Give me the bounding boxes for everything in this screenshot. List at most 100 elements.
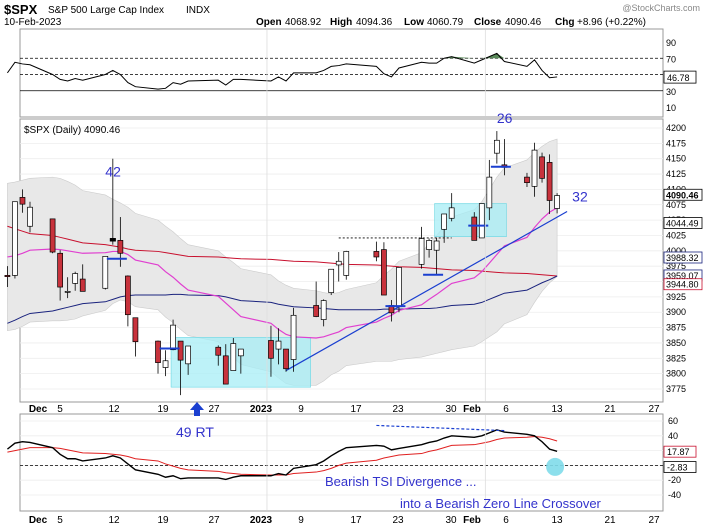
- price-axis-label: 4200: [666, 123, 686, 133]
- rsi-overbought-fill: [7, 53, 558, 59]
- count-annotation: 42: [105, 164, 121, 180]
- candle-body: [478, 203, 485, 239]
- tsi-x-axis-label: 6: [503, 515, 509, 525]
- price-tag: [663, 251, 703, 264]
- candle-body: [79, 278, 86, 292]
- candle-body: [102, 256, 109, 289]
- close-label: Close: [474, 17, 502, 28]
- candle-body: [4, 275, 11, 277]
- tsi-x-axis-label: 21: [604, 515, 616, 525]
- price-x-axis-label: 5: [57, 404, 63, 415]
- rt-annotation: 49 RT: [176, 424, 214, 440]
- price-x-axis-label: 30: [445, 404, 457, 415]
- candle-body: [12, 201, 18, 276]
- price-axis-label: 3825: [666, 353, 686, 363]
- candle-body: [283, 348, 289, 370]
- price-x-axis-label: 23: [392, 404, 404, 415]
- candle-body: [396, 267, 402, 308]
- price-tag: [663, 217, 703, 229]
- price-axis-label: 3975: [666, 261, 686, 271]
- candle-body: [177, 340, 184, 361]
- ticker-symbol: $SPX: [4, 2, 38, 17]
- candle-body: [155, 340, 161, 363]
- price-x-axis-label: 19: [157, 404, 169, 415]
- sma200-line: [7, 225, 558, 277]
- rsi-panel: [19, 28, 664, 118]
- candle-body: [531, 149, 538, 187]
- price-tag: [663, 278, 703, 291]
- low-value: 4060.79: [427, 17, 464, 28]
- candle-body: [381, 249, 387, 296]
- tsi-tag-text: -2.83: [667, 462, 688, 472]
- tsi-annotation-crossover: into a Bearish Zero Line Crossover: [400, 496, 602, 511]
- open-label: Open: [256, 17, 282, 28]
- price-axis-label: 3925: [666, 292, 686, 302]
- tsi-x-axis-label: 30: [445, 515, 457, 525]
- rsi-axis-label: 90: [666, 38, 676, 48]
- price-x-axis-label: 6: [503, 404, 509, 415]
- candle-body: [554, 195, 560, 209]
- tsi-tag-text: 17.87: [667, 447, 690, 457]
- candle-body: [494, 139, 500, 154]
- price-axis-label: 3900: [666, 307, 686, 317]
- reversal-candle: [109, 238, 116, 242]
- candle-body: [433, 240, 440, 251]
- rsi-axis-label: 70: [666, 54, 676, 64]
- tsi-tag: [663, 445, 697, 458]
- tsi-axis-label: -20: [668, 475, 681, 485]
- low-label: Low: [404, 17, 424, 28]
- candle-body: [215, 346, 222, 356]
- tsi-annotation-divergence: Bearish TSI Divergence ...: [325, 474, 477, 489]
- exchange-label: INDX: [186, 5, 210, 16]
- candle-body: [237, 348, 244, 357]
- rsi-line: [7, 52, 558, 90]
- candle-body: [426, 240, 432, 250]
- price-legend: $SPX (Daily) 4090.46: [24, 125, 121, 136]
- tsi-divergence-line: [376, 424, 505, 432]
- tsi-x-axis-label: 27: [208, 515, 220, 525]
- open-value: 4068.92: [285, 17, 322, 28]
- count-annotation: 26: [497, 110, 513, 126]
- tsi-x-axis-label: 9: [298, 515, 304, 525]
- price-x-axis-label: 2023: [250, 404, 273, 415]
- support-trendline: [285, 210, 568, 372]
- chg-value: +8.96 (+0.22%): [577, 17, 646, 28]
- candle-body: [290, 314, 297, 360]
- price-x-axis-label: 13: [551, 404, 563, 415]
- index-name: S&P 500 Large Cap Index: [48, 5, 164, 16]
- high-value: 4094.36: [356, 17, 393, 28]
- candle-body: [373, 251, 380, 258]
- candle-body: [72, 273, 79, 284]
- candle-body: [539, 156, 545, 179]
- price-tag: [663, 188, 703, 201]
- rsi-value-tag: [663, 70, 697, 84]
- candle-body: [320, 300, 327, 320]
- rsi-value-text: 46.78: [667, 73, 690, 83]
- candle-body: [162, 360, 169, 368]
- price-axis-label: 4150: [666, 154, 686, 164]
- tsi-x-axis-label: 27: [648, 515, 660, 525]
- ohlc-summary: Open 4068.92 High 4094.36 Low 4060.79 Cl…: [256, 17, 646, 28]
- tsi-x-axis-label: Dec: [29, 515, 48, 525]
- tsi-axis-label: 60: [668, 416, 678, 426]
- candle-body: [49, 218, 56, 253]
- candle-body: [328, 268, 335, 293]
- price-tag-text: 4044.49: [666, 219, 699, 229]
- price-axis-label: 4025: [666, 230, 686, 240]
- candle-body: [335, 260, 342, 266]
- tsi-panel: [19, 413, 664, 512]
- candle-body: [418, 238, 425, 265]
- candle-body: [268, 340, 274, 359]
- price-x-axis-label: Dec: [29, 404, 48, 415]
- price-tag-text: 3988.32: [666, 253, 699, 263]
- price-axis-label: 4125: [666, 169, 686, 179]
- tsi-x-axis-label: 2023: [250, 515, 273, 525]
- price-x-axis-label: Feb: [463, 404, 481, 415]
- up-arrow-icon: [190, 402, 204, 416]
- count-annotation: 32: [572, 189, 588, 205]
- rsi-axis-label: 10: [666, 103, 676, 113]
- candle-body: [471, 216, 478, 241]
- price-axis-label: 3850: [666, 338, 686, 348]
- crossover-highlight: [546, 457, 565, 476]
